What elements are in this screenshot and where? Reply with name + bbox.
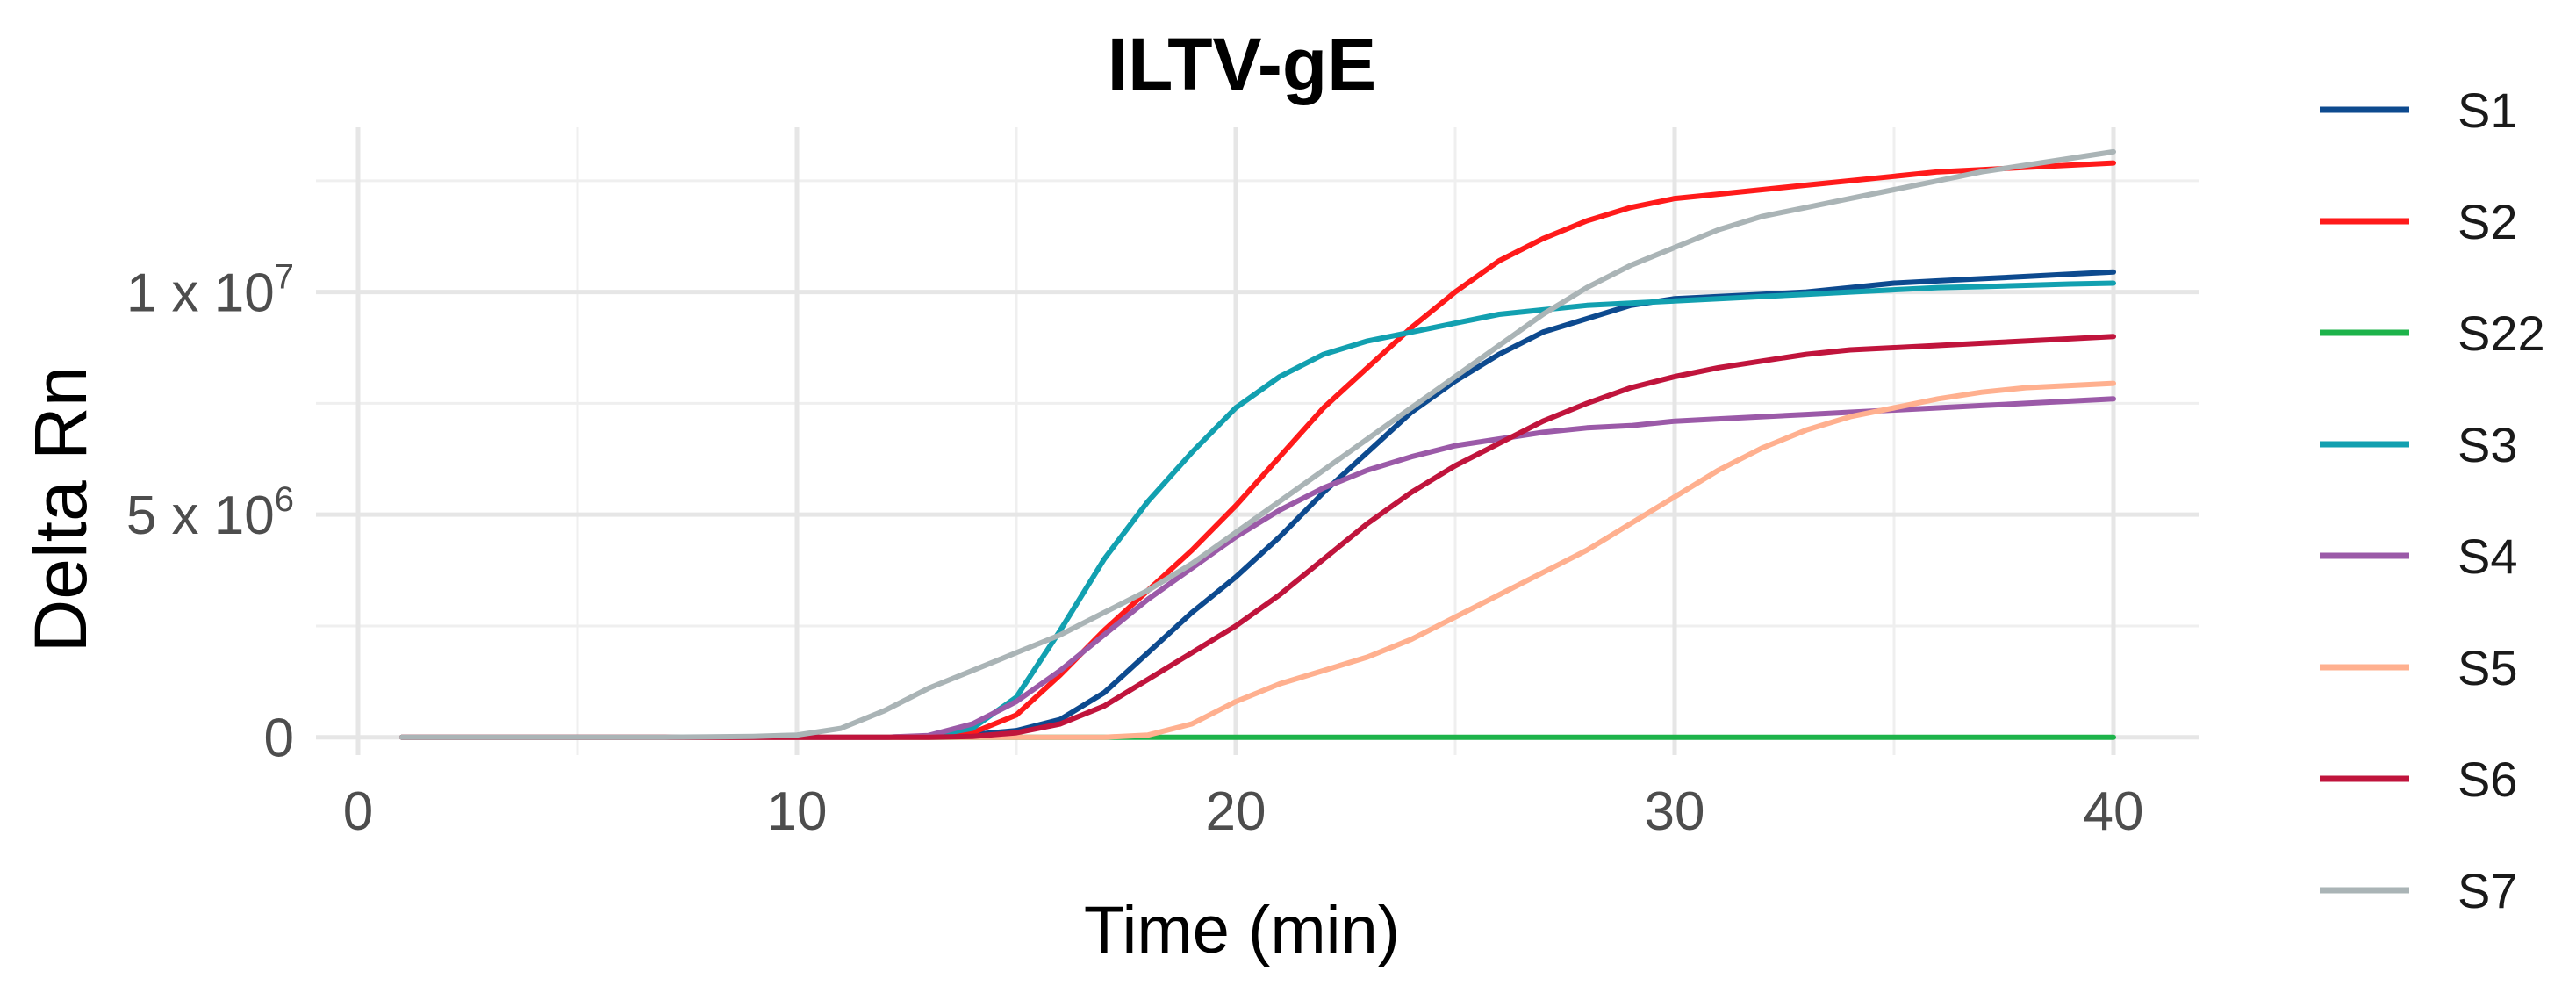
y-axis-ticks: 0 5 x 106 1 x 107 xyxy=(126,258,294,769)
x-tick-label: 0 xyxy=(343,781,373,842)
legend: S1 S2 S22 S3 S4 S5 S6 S7 xyxy=(2320,83,2545,918)
plot-lines xyxy=(399,148,2116,740)
x-tick-label: 40 xyxy=(2084,781,2144,842)
legend-label-s6: S6 xyxy=(2458,752,2518,807)
grid xyxy=(316,127,2199,755)
legend-label-s2: S2 xyxy=(2458,194,2518,249)
series-line-s2 xyxy=(399,160,2116,740)
legend-label-s7: S7 xyxy=(2458,863,2518,918)
y-tick-label: 0 xyxy=(264,709,294,769)
legend-label-s3: S3 xyxy=(2458,417,2518,472)
x-tick-label: 30 xyxy=(1645,781,1705,842)
series-line-s4 xyxy=(399,396,2116,740)
x-tick-label: 10 xyxy=(767,781,828,842)
legend-label-s1: S1 xyxy=(2458,83,2518,138)
y-tick-label: 5 x 106 xyxy=(126,480,294,546)
x-axis-label: Time (min) xyxy=(1084,893,1400,968)
legend-label-s5: S5 xyxy=(2458,640,2518,695)
legend-label-s22: S22 xyxy=(2458,306,2545,361)
x-axis-ticks: 0 10 20 30 40 xyxy=(343,781,2144,842)
chart-title: ILTV-gE xyxy=(1108,23,1376,105)
y-axis-label: Delta Rn xyxy=(19,366,102,653)
x-tick-label: 20 xyxy=(1206,781,1266,842)
legend-label-s4: S4 xyxy=(2458,529,2518,584)
y-tick-label: 1 x 107 xyxy=(126,258,294,324)
series-line-s1 xyxy=(399,269,2116,740)
series-line-s6 xyxy=(399,334,2116,740)
series-line-s7 xyxy=(399,148,2116,740)
